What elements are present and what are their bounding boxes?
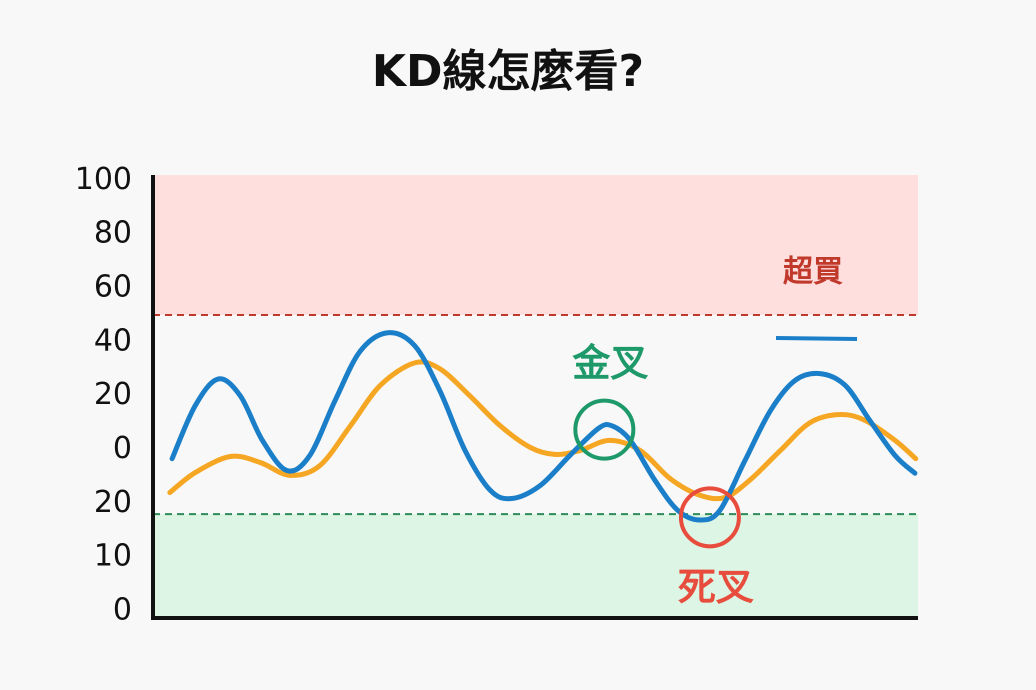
y-tick-label: 0 xyxy=(113,431,132,466)
overbought-zone xyxy=(153,175,918,315)
y-tick-label: 80 xyxy=(94,216,132,251)
kd-line xyxy=(169,330,918,523)
oversold-zone xyxy=(153,514,918,618)
cross-marker xyxy=(678,486,741,549)
chart-title: KD線怎麼看? xyxy=(372,46,644,97)
y-tick-label: 100 xyxy=(75,162,132,197)
cross-label: 金叉 xyxy=(571,341,648,385)
y-tick-label: 60 xyxy=(94,270,132,305)
kd-line xyxy=(167,359,919,502)
cross-marker xyxy=(573,398,636,461)
overbought-label: 超買 xyxy=(783,254,843,289)
y-tick-label: 20 xyxy=(94,485,132,520)
y-tick-label: 20 xyxy=(94,377,132,412)
legend-swatch xyxy=(775,336,858,341)
y-tick-label: 10 xyxy=(94,539,132,574)
y-tick-label: 40 xyxy=(94,323,132,358)
y-tick-label: 0 xyxy=(113,593,132,628)
cross-label: 死叉 xyxy=(678,565,754,609)
